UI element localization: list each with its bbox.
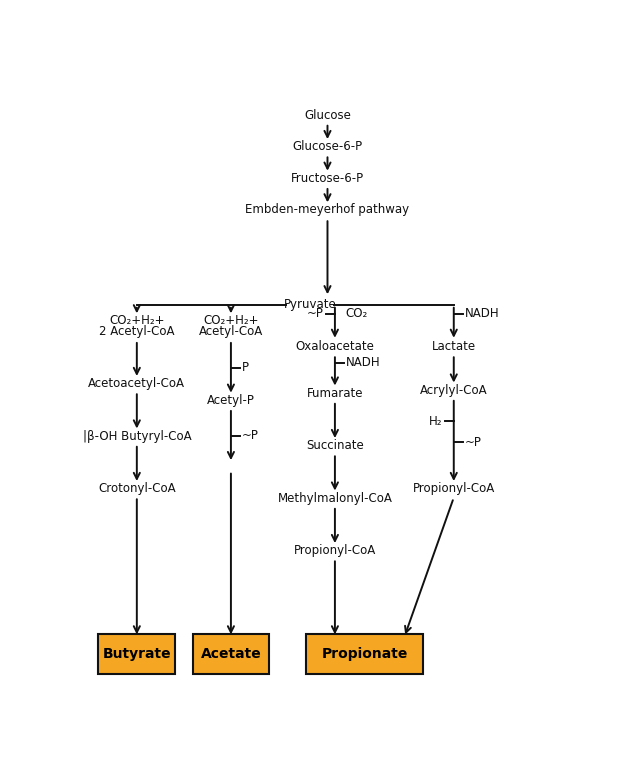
Text: ~P: ~P: [307, 308, 324, 320]
Text: Propionate: Propionate: [321, 647, 408, 661]
Text: Embden-meyerhof pathway: Embden-meyerhof pathway: [245, 204, 410, 216]
Text: Acetate: Acetate: [201, 647, 261, 661]
FancyBboxPatch shape: [98, 634, 175, 674]
Text: H₂: H₂: [429, 415, 443, 428]
Text: P: P: [242, 361, 249, 374]
Text: Fumarate: Fumarate: [307, 387, 363, 400]
Text: Acrylyl-CoA: Acrylyl-CoA: [420, 384, 488, 397]
Text: Methylmalonyl-CoA: Methylmalonyl-CoA: [277, 491, 392, 505]
Text: CO₂+H₂+: CO₂+H₂+: [109, 315, 165, 328]
Text: 2 Acetyl-CoA: 2 Acetyl-CoA: [99, 326, 174, 338]
Text: |β-OH Butyryl-CoA: |β-OH Butyryl-CoA: [82, 429, 191, 443]
Text: Oxaloacetate: Oxaloacetate: [295, 340, 374, 353]
Text: Glucose-6-P: Glucose-6-P: [293, 140, 362, 153]
FancyBboxPatch shape: [307, 634, 423, 674]
Text: Acetoacetyl-CoA: Acetoacetyl-CoA: [88, 377, 185, 390]
Text: Pyruvate: Pyruvate: [284, 298, 337, 312]
Text: NADH: NADH: [346, 356, 380, 369]
Text: Succinate: Succinate: [306, 439, 364, 452]
Text: ~P: ~P: [465, 436, 482, 449]
Text: NADH: NADH: [465, 308, 499, 320]
Text: Crotonyl-CoA: Crotonyl-CoA: [98, 482, 176, 495]
Text: CO₂: CO₂: [346, 308, 368, 320]
Text: Propionyl-CoA: Propionyl-CoA: [413, 482, 495, 495]
Text: CO₂+H₂+: CO₂+H₂+: [203, 315, 259, 328]
FancyBboxPatch shape: [192, 634, 269, 674]
Text: Lactate: Lactate: [432, 340, 476, 353]
Text: Glucose: Glucose: [304, 109, 351, 122]
Text: Butyrate: Butyrate: [102, 647, 171, 661]
Text: Propionyl-CoA: Propionyl-CoA: [294, 544, 376, 557]
Text: ~P: ~P: [242, 429, 259, 442]
Text: Acetyl-P: Acetyl-P: [207, 394, 255, 407]
Text: Fructose-6-P: Fructose-6-P: [291, 172, 364, 184]
Text: Acetyl-CoA: Acetyl-CoA: [199, 326, 263, 338]
